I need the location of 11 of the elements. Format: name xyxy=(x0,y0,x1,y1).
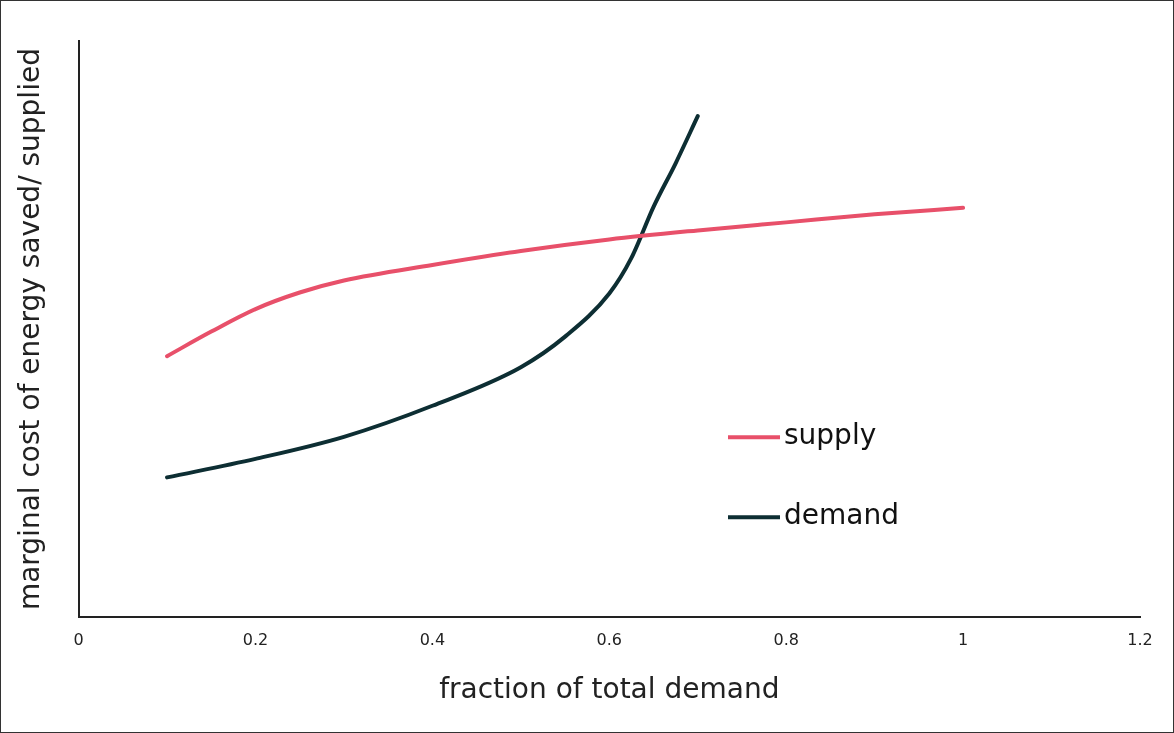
x-axis-title: fraction of total demand xyxy=(439,672,780,706)
x-tick-label: 1.2 xyxy=(1127,629,1153,649)
legend-label: demand xyxy=(784,498,899,532)
x-tick-label: 0.4 xyxy=(419,629,446,649)
x-tick-label: 0.6 xyxy=(596,629,623,649)
x-tick-label: 0.8 xyxy=(773,629,799,649)
x-tick-label: 0.2 xyxy=(242,629,269,649)
x-tick-label: 0 xyxy=(73,629,84,649)
legend-label: supply xyxy=(784,418,877,452)
y-axis-title: marginal cost of energy saved/ supplied xyxy=(13,48,47,611)
x-tick-label: 1 xyxy=(958,629,969,649)
